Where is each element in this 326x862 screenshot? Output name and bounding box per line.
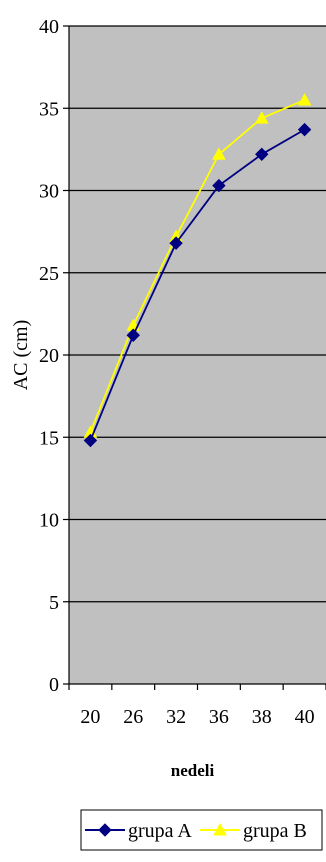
legend: grupa A grupa B [80, 809, 323, 851]
y-tick-label: 35 [39, 98, 59, 120]
data-point-triangle [212, 147, 226, 160]
y-axis-label: AC (cm) [10, 320, 32, 391]
series-line [89, 128, 306, 441]
y-tick-label: 10 [39, 510, 59, 532]
data-point-diamond [83, 433, 98, 448]
x-tick-label: 36 [209, 706, 229, 728]
x-tick-label: 32 [166, 706, 186, 728]
x-tick-label: 20 [80, 706, 100, 728]
series-line [89, 99, 305, 433]
data-point-triangle [297, 92, 312, 106]
data-point-diamond [126, 328, 140, 342]
axes: 0 5 10 15 20 25 30 35 40 20 26 32 36 38 40 [39, 16, 326, 728]
y-tick-label: 5 [49, 592, 59, 614]
data-point-diamond [297, 122, 312, 137]
y-tick-label: 15 [39, 427, 59, 449]
y-tick-label: 30 [39, 181, 59, 203]
data-point-diamond [98, 823, 112, 837]
legend-label: grupa A [128, 820, 192, 842]
x-tick-label: 38 [252, 706, 272, 728]
x-tick-label: 40 [295, 706, 315, 728]
y-tick-label: 20 [39, 345, 59, 367]
y-tick-label: 40 [39, 16, 59, 38]
y-tick-label: 25 [39, 263, 59, 285]
data-point-diamond [169, 236, 183, 250]
data-point-diamond [212, 178, 226, 193]
legend-label: grupa B [243, 820, 307, 842]
data-point-triangle [254, 111, 269, 124]
y-tick-label: 0 [49, 674, 59, 696]
x-tick-label: 26 [123, 706, 143, 728]
data-point-triangle [213, 822, 227, 836]
series-group [83, 92, 312, 448]
data-point-diamond [255, 147, 269, 162]
x-axis-label: nedeli [171, 761, 215, 780]
